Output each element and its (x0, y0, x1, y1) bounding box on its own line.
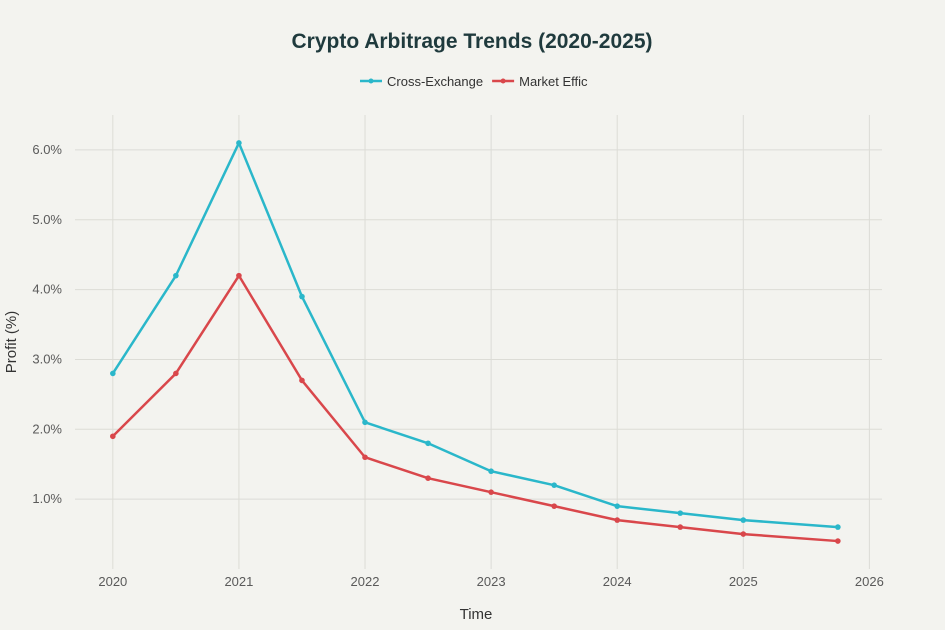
y-axis-label: Profit (%) (3, 311, 20, 374)
x-tick-label: 2021 (224, 574, 253, 589)
x-tick-label: 2022 (351, 574, 380, 589)
y-tick-label: 4.0% (32, 282, 62, 297)
y-tick-label: 6.0% (32, 142, 62, 157)
data-point (236, 272, 242, 279)
x-tick-label: 2025 (729, 574, 758, 589)
x-tick-label: 2020 (98, 574, 127, 589)
legend-label: Market Effic (519, 74, 588, 89)
data-point (835, 538, 841, 544)
data-point (425, 475, 431, 482)
data-point (614, 503, 621, 509)
x-axis-ticks: 2020 2021 2022 2023 2024 2025 2026 (98, 574, 883, 589)
legend-item[interactable]: Cross-Exchange (360, 74, 483, 89)
data-point (488, 468, 494, 475)
y-tick-label: 3.0% (32, 351, 62, 366)
chart-title: Crypto Arbitrage Trends (2020-2025) (291, 30, 652, 53)
data-point (236, 140, 242, 146)
data-point (740, 531, 747, 537)
data-point (677, 510, 684, 516)
series-line (111, 274, 838, 543)
data-point (551, 482, 557, 488)
data-point (362, 454, 368, 461)
data-point (488, 489, 494, 495)
y-tick-label: 2.0% (32, 421, 62, 436)
legend-marker (500, 78, 506, 84)
data-point (110, 433, 116, 440)
gridlines (75, 115, 882, 569)
data-point (740, 517, 747, 523)
y-axis-ticks: 1.0% 2.0% 3.0% 4.0% 5.0% 6.0% (32, 142, 62, 506)
legend: Cross-Exchange Market Effic (360, 74, 588, 89)
data-point (299, 293, 305, 300)
data-point (551, 503, 557, 509)
legend-item[interactable]: Market Effic (492, 74, 588, 89)
x-tick-label: 2026 (855, 574, 884, 589)
data-point (614, 517, 621, 523)
data-point (835, 524, 841, 530)
data-point (362, 419, 368, 426)
series-line (111, 141, 838, 529)
data-point (173, 370, 179, 377)
series-1 (110, 272, 841, 544)
y-tick-label: 1.0% (32, 491, 62, 506)
y-tick-label: 5.0% (32, 212, 62, 227)
x-tick-label: 2023 (477, 574, 506, 589)
data-point (173, 272, 179, 279)
data-point (299, 377, 305, 384)
series-0 (110, 140, 841, 530)
x-axis-label: Time (460, 606, 493, 623)
series-group (110, 140, 841, 544)
data-point (677, 524, 684, 530)
data-point (425, 440, 431, 447)
data-point (110, 370, 116, 377)
x-tick-label: 2024 (603, 574, 632, 589)
legend-label: Cross-Exchange (387, 74, 483, 89)
legend-marker (368, 78, 374, 84)
